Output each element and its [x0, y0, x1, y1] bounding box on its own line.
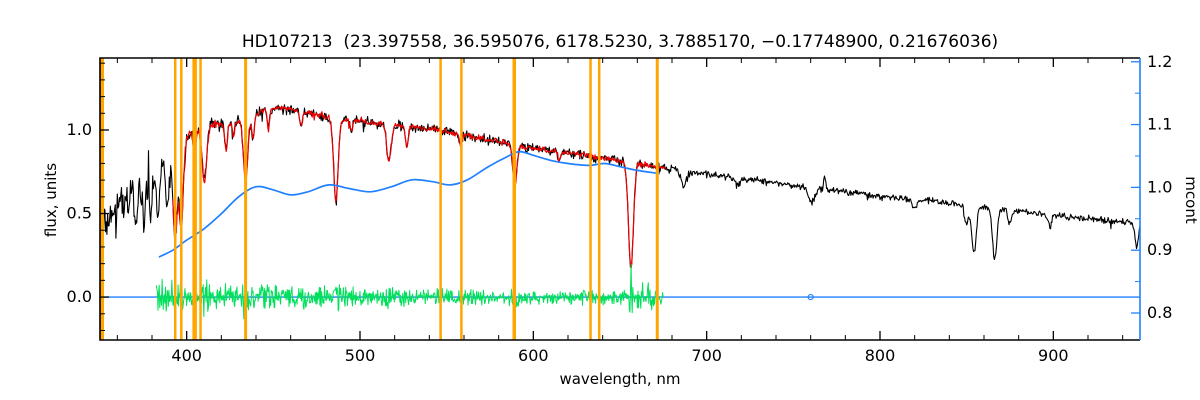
plot-title: HD107213 (23.397558, 36.595076, 6178.523…: [242, 32, 998, 52]
x-tick-label: 800: [865, 346, 896, 365]
observed-spectrum-path: [100, 104, 1140, 268]
plot-frame: [99, 57, 1140, 341]
x-tick-label: 600: [518, 346, 549, 365]
y-tick-label: 0.5: [67, 204, 92, 223]
y-axis-label-left: flux, units: [42, 163, 60, 237]
data-layer: [100, 104, 1140, 320]
zero-line-glitch: [807, 293, 814, 301]
x-tick-label: 400: [171, 346, 202, 365]
x-axis-label: wavelength, nm: [559, 370, 680, 388]
y2-tick-label: 1.2: [1147, 52, 1172, 71]
x-tick-label: 900: [1038, 346, 1069, 365]
mcont-curve-path: [158, 150, 661, 258]
y2-tick-label: 1.1: [1147, 115, 1172, 134]
x-tick-label: 700: [691, 346, 722, 365]
y-axis-label-right: mcont: [1182, 176, 1200, 224]
y2-tick-label: 0.9: [1147, 240, 1172, 259]
y2-tick-label: 1.0: [1147, 177, 1172, 196]
marker-layer: [100, 58, 659, 340]
y-tick-label: 1.0: [67, 120, 92, 139]
y2-tick-label: 0.8: [1147, 303, 1172, 322]
axes-layer: 400 500 600 700 800 900 0.0 0.5 1.0 0.8 0.9 1.0 1.1 1…: [67, 52, 1173, 365]
x-tick-label: 500: [345, 346, 376, 365]
fit-spectrum-path: [172, 105, 666, 269]
residuals-path: [155, 263, 664, 320]
y-tick-label: 0.0: [67, 287, 92, 306]
